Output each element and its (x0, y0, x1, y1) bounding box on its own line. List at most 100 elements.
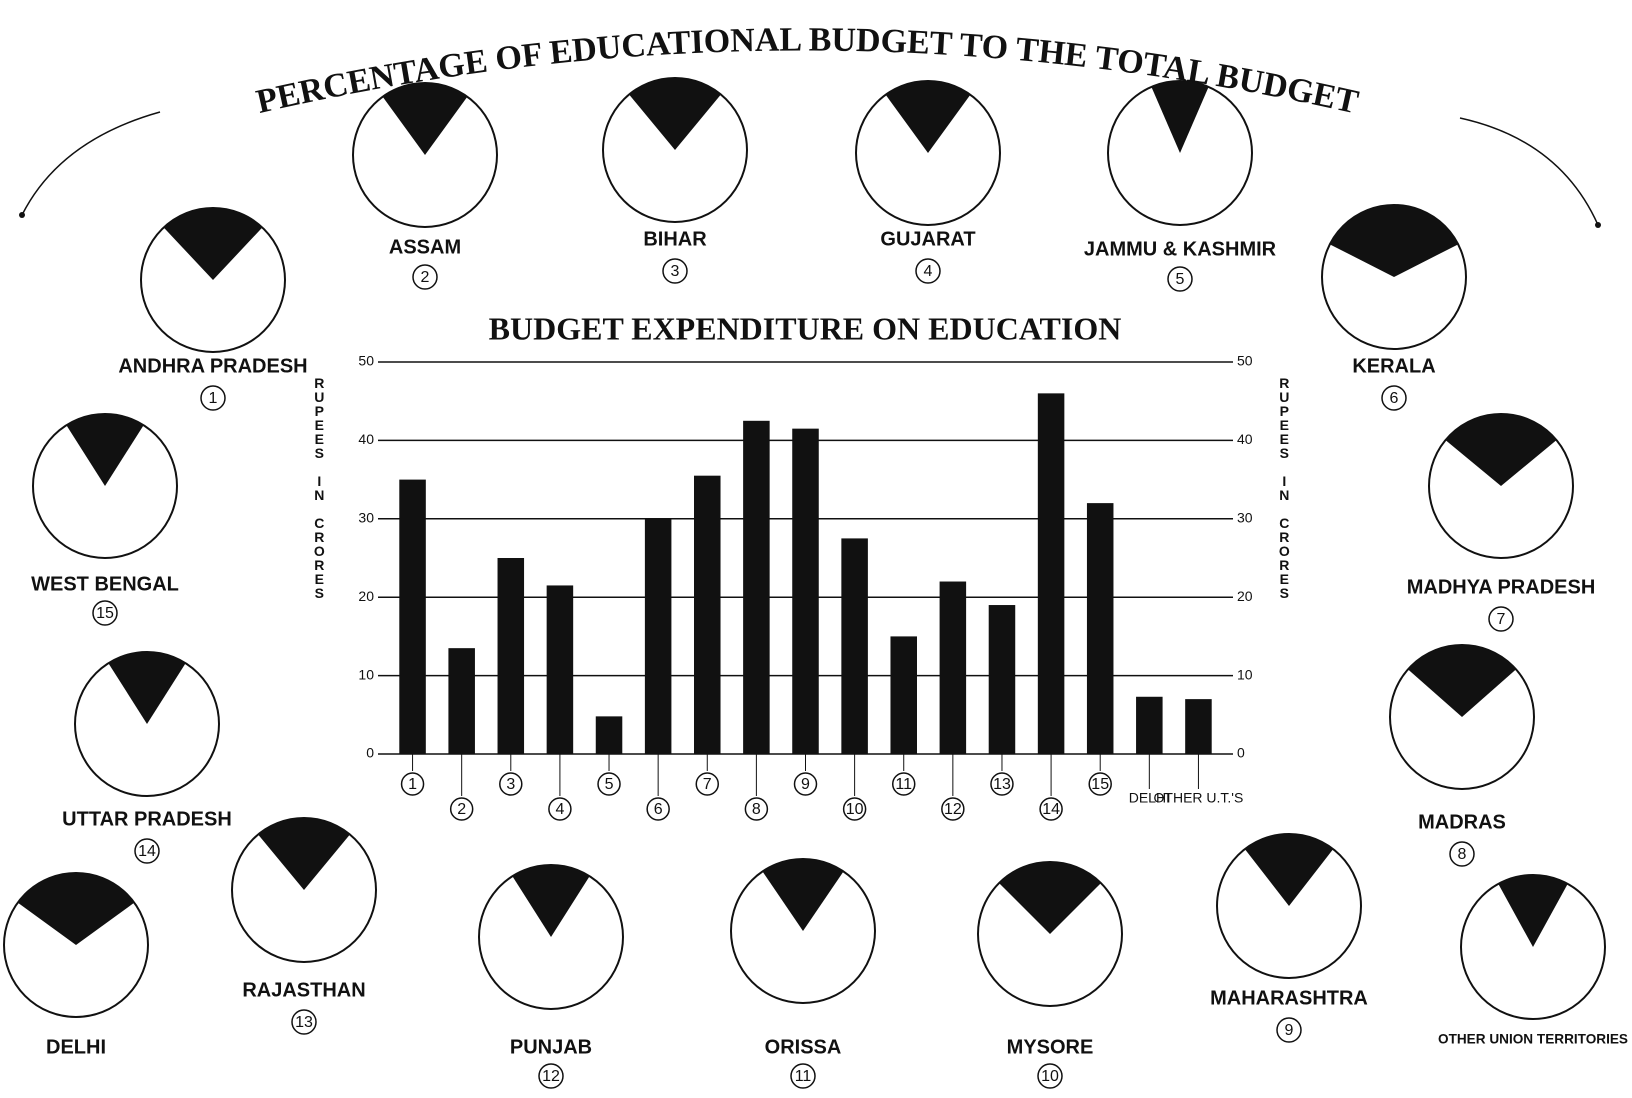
bar (448, 648, 475, 754)
pie-wedge (163, 207, 263, 280)
number-circle (662, 258, 688, 284)
pie-label: OTHER UNION TERRITORIES (1438, 1031, 1628, 1047)
number-circle (790, 1063, 816, 1089)
pie-label: DELHI (46, 1036, 106, 1058)
number-circle (1088, 772, 1112, 796)
pie-number: 10 (1041, 1068, 1059, 1085)
pie-wedge (108, 652, 186, 724)
number-circle (891, 772, 916, 796)
pie-wedge (999, 862, 1101, 934)
pie-label: MAHARASHTRA (1210, 987, 1368, 1009)
x-tick-label: 1 (408, 776, 417, 793)
pie-label: JAMMU & KASHMIR (1084, 238, 1277, 260)
bar (988, 605, 1016, 754)
x-tick-label: 4 (555, 801, 564, 818)
pie-wedge (382, 83, 468, 155)
y-tick-label: 10 (358, 666, 374, 682)
number-circle (1039, 797, 1063, 821)
pie-label: GUJARAT (880, 228, 975, 250)
number-circle (941, 797, 965, 821)
pie-wedge (66, 414, 144, 486)
pie-number: 4 (924, 263, 933, 280)
number-circle (646, 797, 670, 821)
y2-tick-label: 0 (1237, 745, 1245, 761)
pie-wedge (1151, 81, 1209, 153)
pie-label: MYSORE (1007, 1036, 1094, 1058)
arc-right (1459, 117, 1599, 226)
y-axis-label: RUPEES IN CRORES (311, 375, 327, 599)
number-circle (1449, 841, 1475, 867)
pie-label: RAJASTHAN (242, 979, 365, 1001)
bar (890, 636, 917, 754)
number-circle (499, 772, 523, 796)
pie-number: 1 (209, 390, 218, 407)
x-tick-label: 10 (846, 801, 864, 818)
pie-number: 14 (138, 843, 156, 860)
pie-label: BIHAR (643, 228, 707, 250)
x-tick-label: DELHI (1129, 790, 1170, 806)
number-circle (400, 772, 425, 796)
number-circle (695, 772, 720, 796)
pie-label: MADHYA PRADESH (1407, 576, 1596, 598)
bar (694, 475, 721, 754)
x-tick-label: 11 (895, 776, 912, 793)
pie-label: ASSAM (389, 236, 461, 258)
x-tick-label: 5 (605, 776, 614, 793)
number-circle (200, 385, 226, 411)
number-circle (597, 772, 621, 796)
y-tick-label: 40 (358, 431, 374, 447)
y2-tick-label: 40 (1237, 431, 1253, 447)
pie-label: ANDHRA PRADESH (118, 355, 307, 377)
x-tick-label: 13 (993, 776, 1011, 793)
x-tick-label: 12 (944, 801, 962, 818)
arc-end (1595, 222, 1601, 228)
pie-label: PUNJAB (510, 1036, 592, 1058)
pie-number: 7 (1497, 611, 1506, 628)
pie-wedge (1498, 875, 1568, 947)
y2-tick-label: 30 (1237, 510, 1253, 526)
number-circle (793, 772, 818, 796)
bar (792, 428, 819, 754)
arc-end (19, 212, 25, 218)
pie-wedge (1244, 834, 1334, 906)
bar (743, 420, 770, 754)
number-circle (134, 838, 160, 864)
x-tick-label: 2 (457, 801, 466, 818)
number-circle (548, 797, 572, 821)
bar (595, 716, 623, 754)
bar (399, 479, 426, 754)
number-circle (412, 264, 438, 290)
pie-number: 6 (1390, 390, 1399, 407)
number-circle (1276, 1017, 1302, 1043)
y2-tick-label: 20 (1237, 588, 1253, 604)
chart-title: BUDGET EXPENDITURE ON EDUCATION (489, 310, 1122, 346)
pie-number: 13 (295, 1014, 313, 1031)
number-circle (1037, 1063, 1063, 1089)
pie-number: 9 (1285, 1022, 1294, 1039)
pie-number: 12 (542, 1068, 560, 1085)
number-circle (449, 797, 474, 821)
number-circle (92, 600, 118, 626)
pie-number: 3 (671, 263, 680, 280)
x-tick-label: 6 (654, 801, 663, 818)
pie-label: ORISSA (765, 1036, 842, 1058)
y2-axis-label: RUPEES IN CRORES (1276, 375, 1292, 599)
bar (546, 585, 574, 754)
x-tick-label: 15 (1091, 776, 1109, 793)
pie-number: 8 (1458, 846, 1467, 863)
pie-wedge (1407, 644, 1517, 717)
number-circle (744, 797, 769, 821)
pie-label: UTTAR PRADESH (62, 808, 232, 830)
bar (1136, 696, 1163, 754)
x-tick-label: 3 (506, 776, 515, 793)
pie-label: MADRAS (1418, 811, 1506, 833)
pie-wedge (512, 865, 590, 937)
number-circle (1381, 385, 1407, 411)
y-tick-label: 50 (358, 353, 374, 369)
pie-number: 2 (421, 269, 430, 286)
bar (497, 558, 525, 754)
y2-tick-label: 10 (1237, 666, 1253, 682)
bar (1086, 503, 1114, 754)
y-tick-label: 30 (358, 510, 374, 526)
